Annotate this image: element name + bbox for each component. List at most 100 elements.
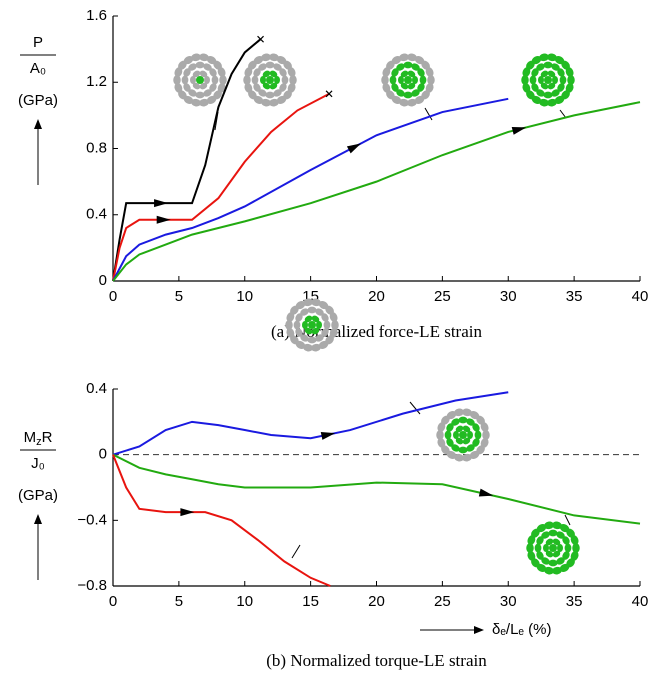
fiber bbox=[183, 55, 194, 65]
fiber bbox=[564, 543, 572, 553]
fiber bbox=[217, 82, 226, 93]
x-tick-label: 20 bbox=[368, 288, 385, 305]
fiber bbox=[389, 75, 397, 85]
fiber bbox=[548, 559, 558, 567]
fiber bbox=[441, 445, 450, 455]
direction-arrow bbox=[154, 199, 169, 208]
direction-arrow bbox=[320, 432, 336, 440]
fiber bbox=[539, 53, 549, 62]
fiber bbox=[304, 327, 313, 335]
y-label-arrowhead bbox=[34, 119, 42, 129]
y-label-unit: (GPa) bbox=[18, 92, 58, 109]
fiber bbox=[295, 328, 303, 337]
fiber bbox=[300, 308, 309, 316]
fiber bbox=[534, 543, 542, 553]
fiber bbox=[307, 336, 317, 344]
fiber bbox=[559, 75, 567, 85]
fiber bbox=[382, 67, 391, 78]
fiber bbox=[554, 95, 565, 105]
fiber bbox=[526, 543, 534, 553]
fiber bbox=[529, 75, 537, 85]
x-tick-label: 40 bbox=[632, 288, 649, 305]
caption: (b) Normalized torque-LE strain bbox=[266, 651, 487, 670]
fiber bbox=[561, 60, 570, 70]
fiber bbox=[295, 313, 303, 322]
fiber bbox=[541, 531, 550, 539]
fiber bbox=[436, 430, 444, 440]
fiber bbox=[273, 63, 282, 71]
fiber bbox=[455, 437, 464, 445]
fiber bbox=[544, 566, 554, 575]
fiber bbox=[539, 98, 549, 107]
data-line bbox=[112, 453, 641, 525]
fiber bbox=[203, 89, 212, 97]
y-label-denominator: A₀ bbox=[30, 60, 46, 77]
fiber bbox=[551, 63, 560, 71]
x-tick-label: 35 bbox=[566, 288, 583, 305]
fiber bbox=[540, 70, 549, 78]
fiber bbox=[482, 430, 490, 440]
leader-line bbox=[564, 514, 571, 526]
data-line bbox=[112, 38, 262, 282]
data-line bbox=[112, 97, 509, 282]
fiber bbox=[174, 67, 183, 78]
fiber bbox=[543, 61, 553, 69]
fiber bbox=[381, 75, 389, 85]
fiber bbox=[279, 68, 287, 77]
fiber bbox=[181, 75, 189, 85]
fiber bbox=[557, 83, 565, 92]
fiber bbox=[211, 75, 219, 85]
fiber bbox=[566, 528, 575, 538]
y-tick-label: −0.8 bbox=[77, 577, 107, 594]
fiber bbox=[421, 60, 430, 70]
fiber bbox=[462, 425, 471, 433]
fiber bbox=[307, 306, 317, 314]
fiber bbox=[521, 75, 529, 85]
fiber bbox=[321, 328, 329, 337]
fiber bbox=[545, 538, 554, 546]
fiber bbox=[552, 76, 558, 84]
leader-line bbox=[424, 107, 433, 121]
fiber bbox=[303, 343, 313, 352]
fiber bbox=[474, 430, 482, 440]
end-marker bbox=[257, 35, 264, 43]
fiber bbox=[269, 53, 279, 62]
fiber bbox=[425, 82, 434, 93]
fiber bbox=[412, 76, 418, 84]
y-label-part: R bbox=[42, 429, 53, 446]
fiber bbox=[419, 75, 427, 85]
data-line bbox=[112, 454, 331, 587]
fiber bbox=[538, 76, 544, 84]
fiber bbox=[466, 444, 475, 452]
fiber bbox=[446, 423, 454, 432]
fiber bbox=[407, 82, 416, 90]
fiber bbox=[219, 75, 227, 85]
fiber bbox=[565, 67, 574, 78]
x-label: δₑ/Lₑ (%) bbox=[492, 621, 552, 638]
fiber bbox=[547, 82, 556, 90]
fiber bbox=[562, 536, 570, 545]
fiber bbox=[544, 521, 554, 530]
fiber bbox=[398, 76, 404, 84]
fiber bbox=[536, 523, 547, 533]
fiber bbox=[311, 298, 321, 307]
fiber bbox=[557, 544, 563, 552]
fiber bbox=[411, 63, 420, 71]
fiber bbox=[281, 75, 289, 85]
fiber bbox=[265, 91, 275, 99]
fiber bbox=[551, 89, 560, 97]
fiber bbox=[258, 63, 267, 71]
x-tick-label: 30 bbox=[500, 593, 517, 610]
fiber bbox=[188, 63, 197, 71]
fiber bbox=[437, 422, 446, 433]
fiber bbox=[403, 91, 413, 99]
fiber bbox=[191, 53, 201, 62]
fiber bbox=[196, 76, 204, 84]
fiber-icon bbox=[173, 53, 227, 107]
y-tick-label: −0.4 bbox=[77, 511, 107, 528]
fiber bbox=[203, 63, 212, 71]
direction-arrow bbox=[511, 126, 527, 135]
fiber bbox=[572, 543, 580, 553]
fiber bbox=[315, 308, 324, 316]
fiber bbox=[199, 70, 208, 78]
